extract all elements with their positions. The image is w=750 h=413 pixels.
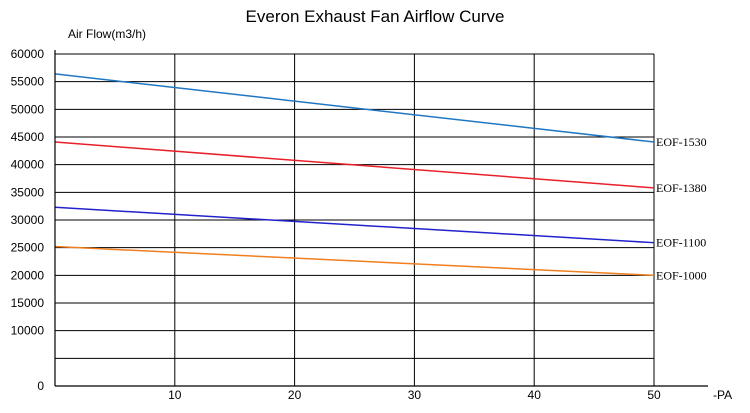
y-tick-label: 35000 <box>11 185 45 199</box>
y-tick-label: 15000 <box>11 296 45 310</box>
series-label-eof-1100: EOF-1100 <box>656 236 706 250</box>
y-axis-label: Air Flow(m3/h) <box>68 27 146 41</box>
y-tick-label: 0 <box>37 379 44 393</box>
y-tick-label: 45000 <box>11 130 45 144</box>
x-tick-label: 20 <box>288 388 302 402</box>
series-line-eof-1100 <box>54 206 655 244</box>
x-tick-label: 50 <box>647 388 661 402</box>
series-label-eof-1530: EOF-1530 <box>656 135 707 149</box>
y-tick-label: 60000 <box>11 47 45 61</box>
x-tick-label: 30 <box>408 388 422 402</box>
x-tick-label: 10 <box>168 388 182 402</box>
series-labels: EOF-1530 EOF-1380 EOF-1100 EOF-1000 <box>656 135 707 282</box>
y-tick-label: 20000 <box>11 268 45 282</box>
chart-title: Everon Exhaust Fan Airflow Curve <box>246 7 505 26</box>
series-line-eof-1380 <box>54 141 655 189</box>
series-lines <box>54 73 655 277</box>
series-label-eof-1000: EOF-1000 <box>656 268 707 282</box>
series-line-eof-1000 <box>54 245 655 277</box>
y-tick-label: 55000 <box>11 75 45 89</box>
tick-labels: 0 10000 15000 20000 25000 30000 35000 40000 4500… <box>11 47 661 402</box>
y-tick-label: 10000 <box>11 324 45 338</box>
series-line-eof-1530 <box>54 73 655 143</box>
grid <box>55 53 655 386</box>
y-tick-label: 30000 <box>11 213 45 227</box>
x-axis-label: -PA <box>713 388 732 402</box>
axes <box>54 50 708 387</box>
x-tick-label: 40 <box>528 388 542 402</box>
y-tick-label: 50000 <box>11 102 45 116</box>
y-tick-label: 40000 <box>11 158 45 172</box>
series-label-eof-1380: EOF-1380 <box>656 181 707 195</box>
y-tick-label: 25000 <box>11 241 45 255</box>
